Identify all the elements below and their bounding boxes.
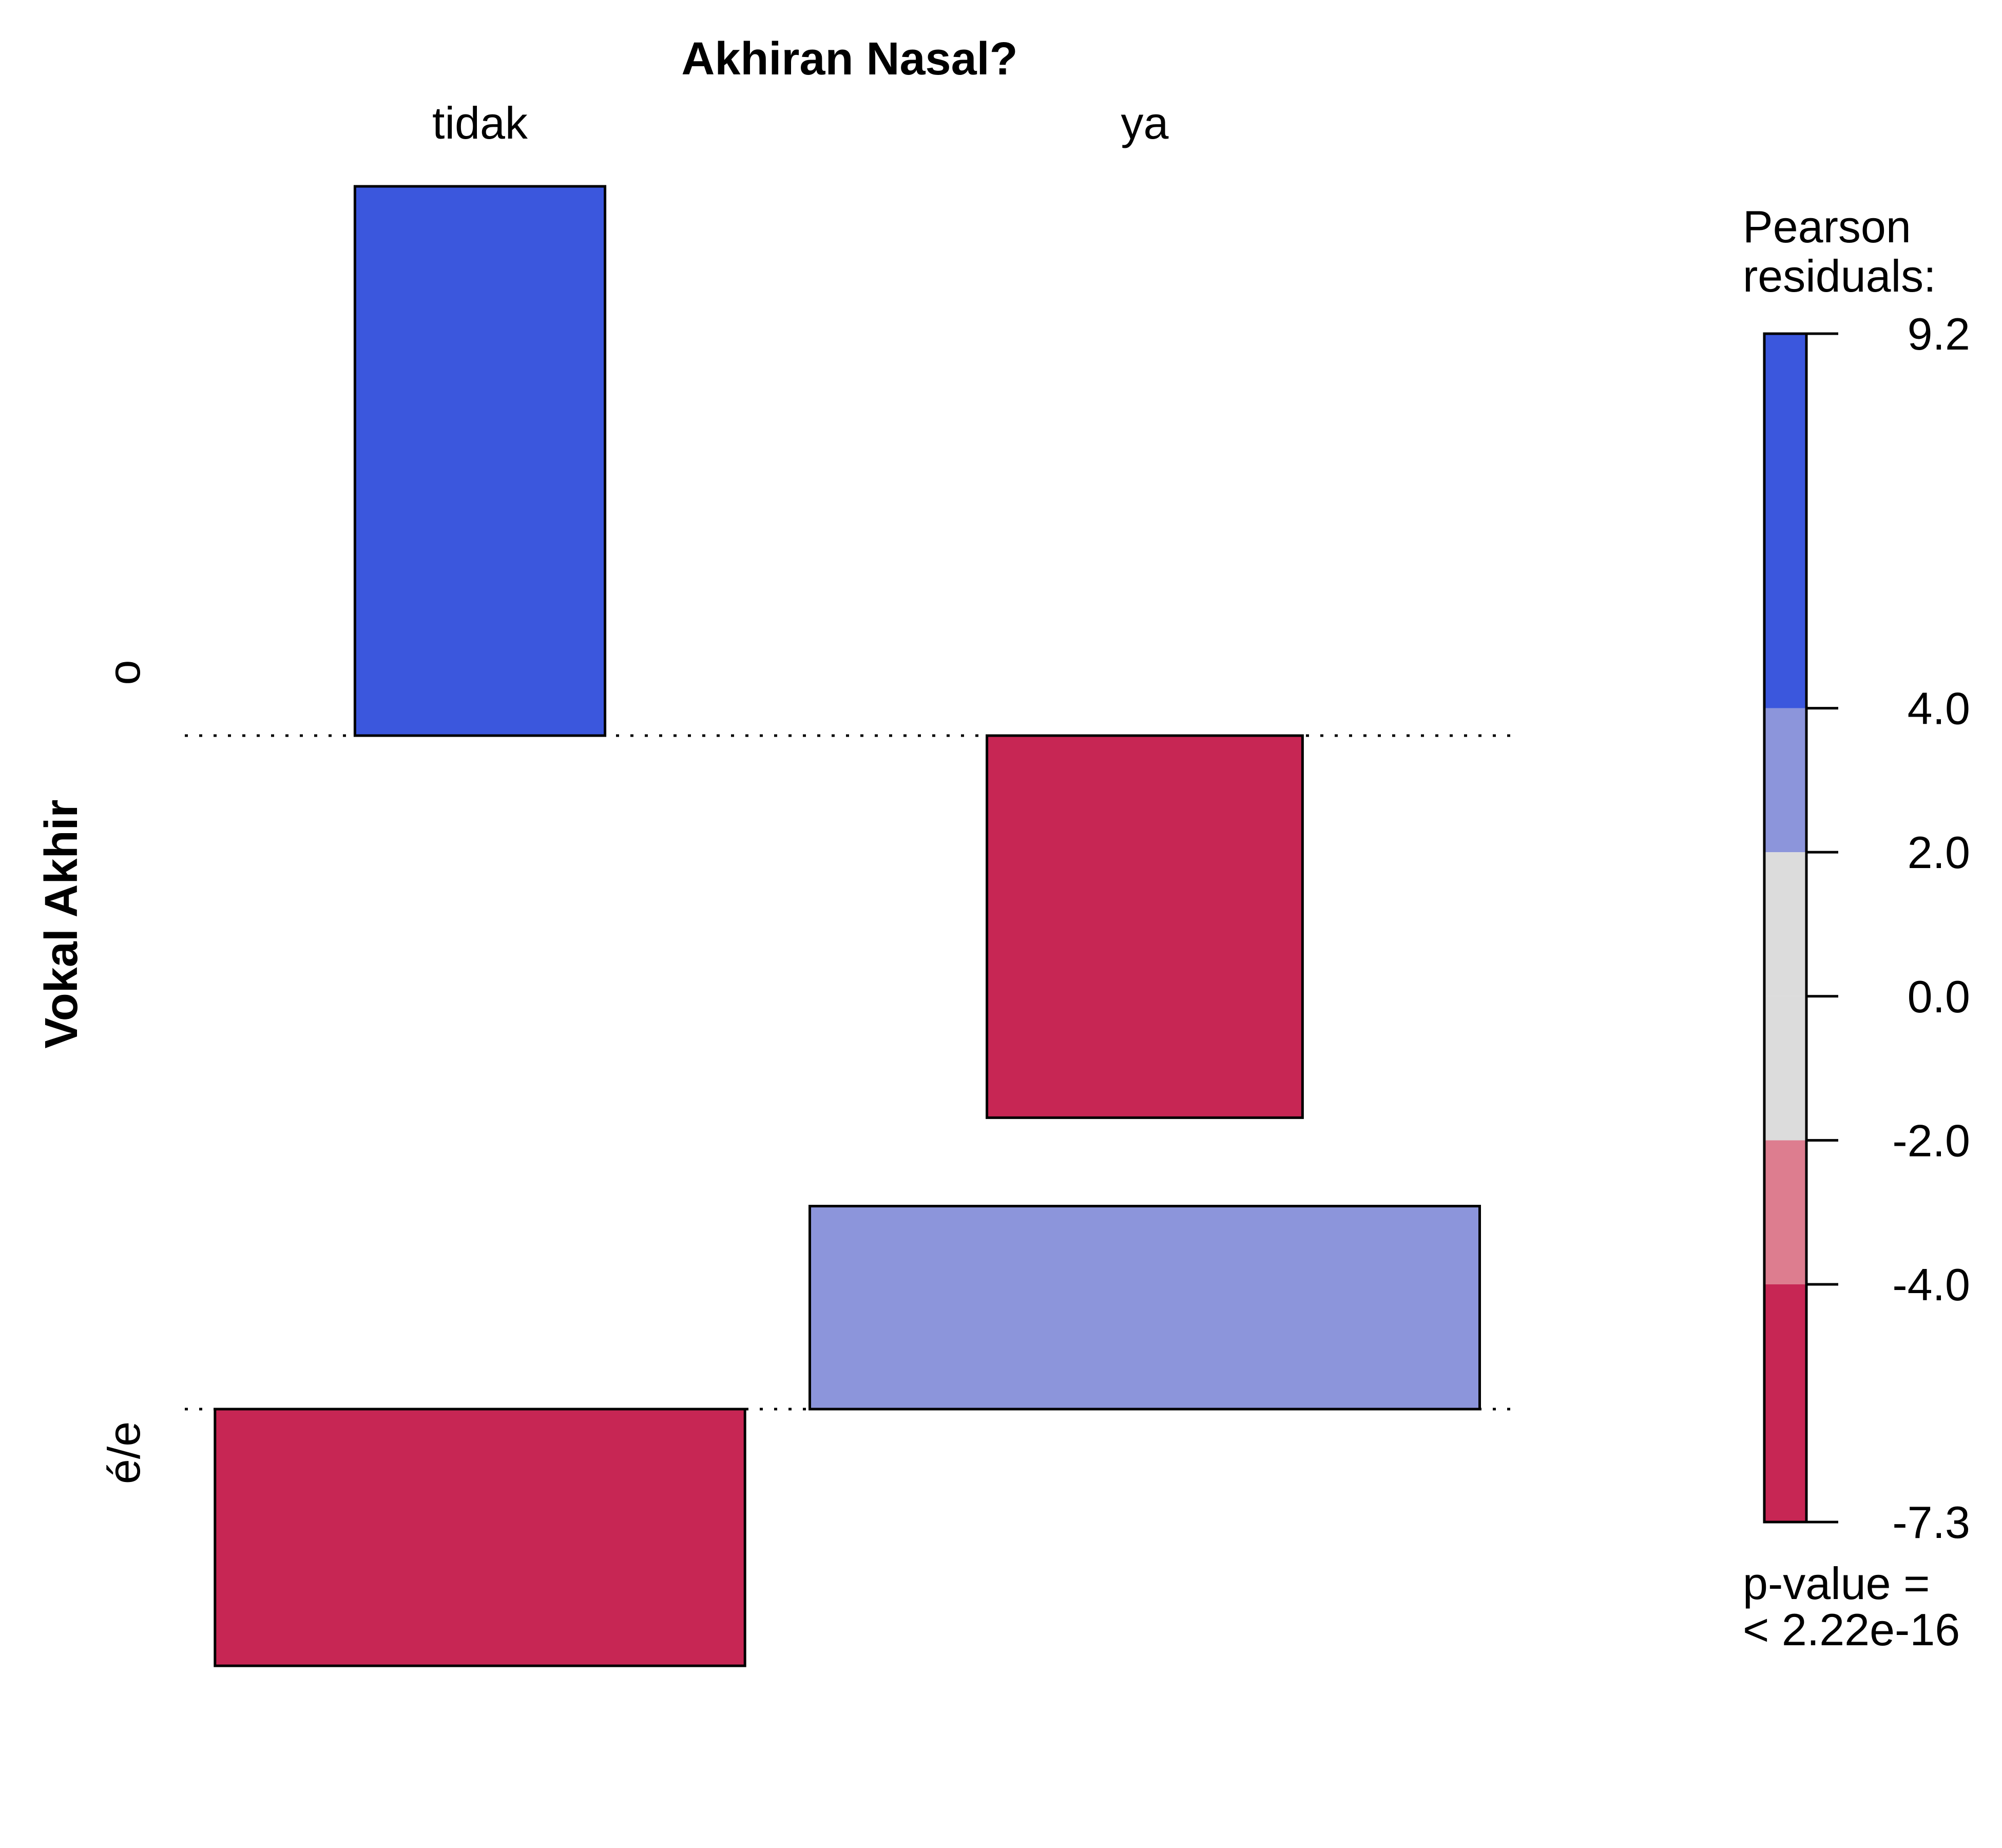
column-label-tidak: tidak (432, 98, 528, 148)
legend-tick-label: 0.0 (1908, 971, 1970, 1022)
legend-tick-label: -4.0 (1892, 1259, 1970, 1310)
legend-title-line-1: Pearson (1743, 201, 1911, 252)
bar-e-ya (808, 1205, 1481, 1411)
legend-color-scale (1763, 332, 1808, 1524)
legend-swatch (1764, 334, 1806, 708)
legend-tick-label: -7.3 (1892, 1497, 1970, 1548)
column-variable-title: Akhiran Nasal? (681, 33, 1017, 85)
bar-o-tidak (353, 185, 607, 737)
legend-tick-label: -2.0 (1892, 1115, 1970, 1166)
legend-swatch (1764, 708, 1806, 853)
legend-swatch (1764, 852, 1806, 996)
p-value-line-1: p-value = (1743, 1558, 1930, 1609)
legend-tick-label: 2.0 (1908, 827, 1970, 878)
row-label-o: o (99, 660, 149, 685)
legend-tick-label: 4.0 (1908, 683, 1970, 734)
p-value-line-2: < 2.22e-16 (1743, 1604, 1960, 1655)
legend-swatch (1764, 996, 1806, 1141)
legend-swatch (1764, 1284, 1806, 1522)
legend-ticks: 9.2 4.0 2.0 0.0 -2.0 -4.0 -7.3 (1806, 309, 1970, 1548)
legend-swatch (1764, 1140, 1806, 1284)
column-label-ya: ya (1121, 98, 1169, 148)
legend-tick-label: 9.2 (1908, 309, 1970, 359)
row-label-e: é/e (99, 1421, 149, 1484)
row-variable-title: Vokal Akhir (36, 799, 87, 1048)
residual-bars (214, 185, 1481, 1667)
legend-title-line-2: residuals: (1743, 251, 1936, 301)
legend-frame (1763, 332, 1808, 1524)
bar-e-tidak (214, 1408, 746, 1667)
bar-o-ya (986, 734, 1304, 1119)
